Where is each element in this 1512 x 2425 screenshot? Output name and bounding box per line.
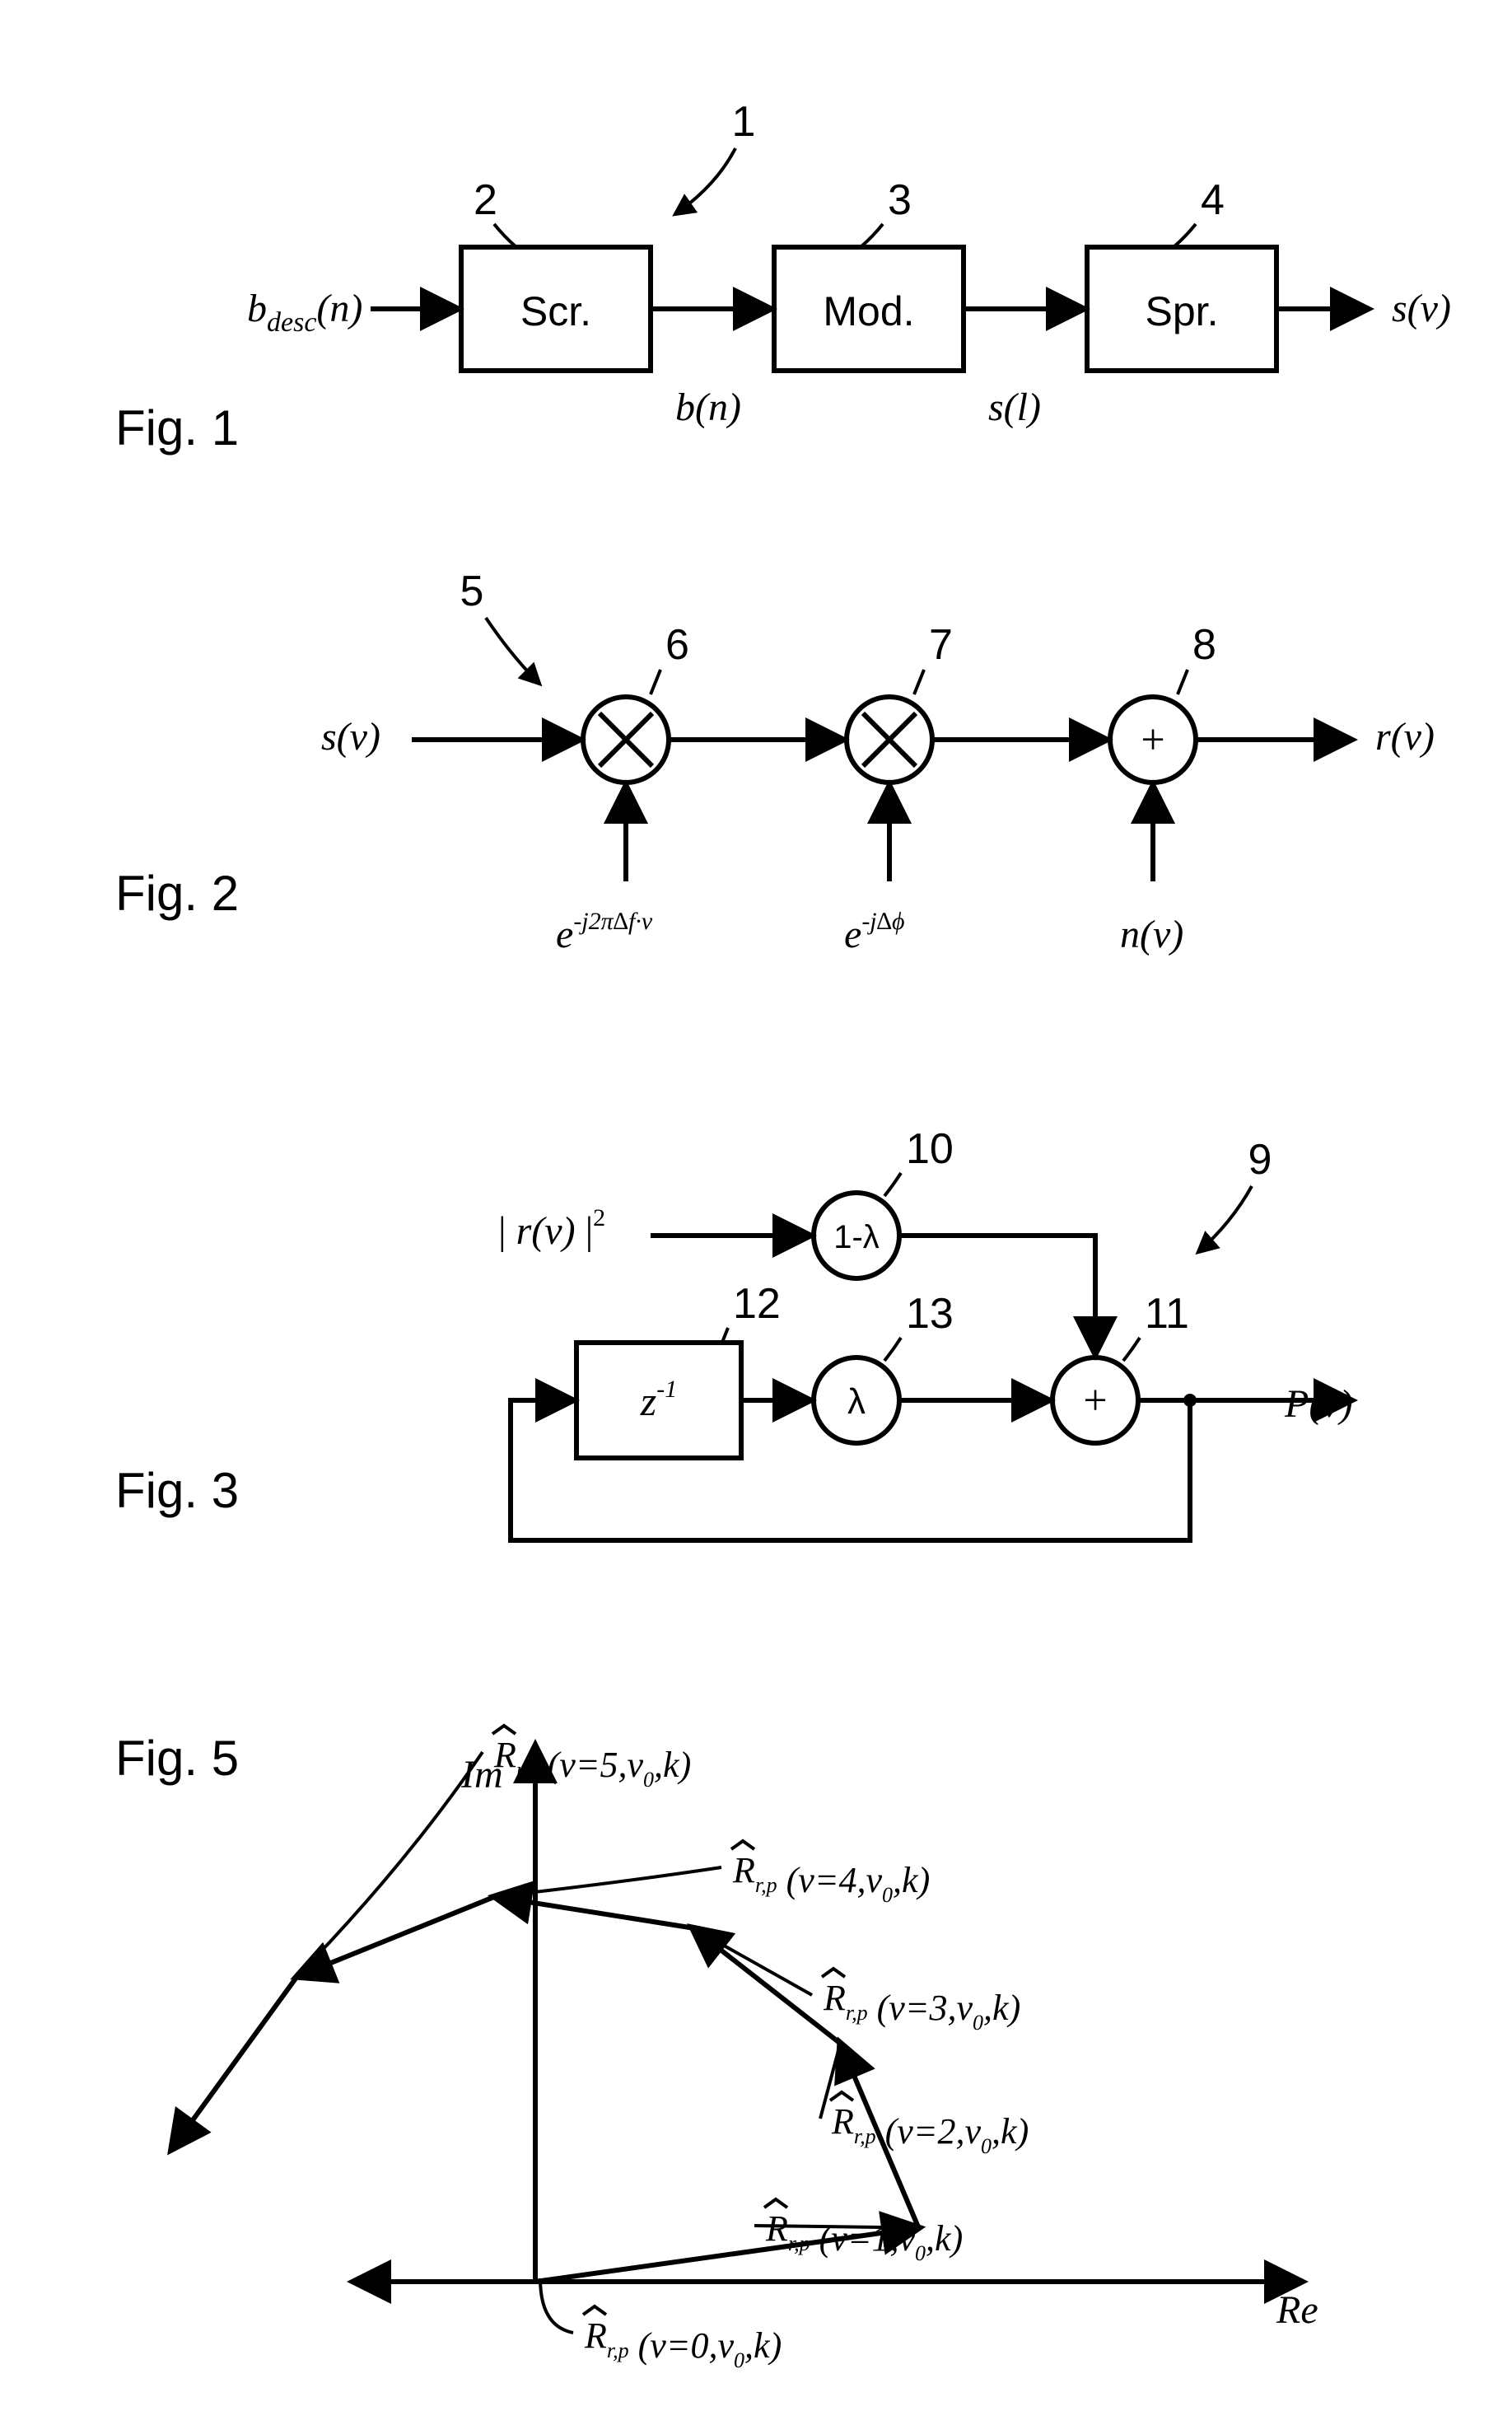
fig2-in2-label: e-j∆ϕ (844, 908, 905, 956)
ref-10: 10 (906, 1125, 954, 1173)
fig3-label: Fig. 3 (115, 1462, 239, 1519)
phasor-label-v1: Rr,p (v=1,v0,k) (765, 2208, 963, 2265)
axis-re-label: Re (1276, 2288, 1318, 2332)
block-spr: Spr. 4 (1087, 176, 1276, 371)
fig1: Scr. 2 Mod. 3 Spr. 4 1 bdesc(n) s(v) (247, 98, 1451, 429)
fig5: Re Im Rr,p (v=0,v0,k)Rr,p (v=1,v0,k)Rr,p… (171, 1726, 1318, 2372)
page-root: Scr. 2 Mod. 3 Spr. 4 1 bdesc(n) s(v) (0, 0, 1512, 2425)
ref-1: 1 (732, 98, 756, 146)
ref-6: 6 (665, 621, 689, 669)
phasor-label-v3: Rr,p (v=3,v0,k) (823, 1978, 1020, 2035)
fig3-output: P(v) (1284, 1382, 1353, 1426)
fig1-label: Fig. 1 (115, 399, 239, 456)
node-1-minus-lambda: 1-λ 10 (814, 1125, 954, 1278)
svg-text:1-λ: 1-λ (833, 1219, 880, 1255)
phasor-label-v2: Rr,p (v=2,v0,k) (831, 2101, 1029, 2158)
phasor-arc (171, 1897, 918, 2282)
block-scr: Scr. 2 (461, 176, 651, 371)
ref-11: 11 (1145, 1290, 1189, 1338)
fig3: 9 1-λ 10 + 11 λ 13 z-1 (498, 1125, 1353, 1540)
node-sum: + 11 (1052, 1290, 1189, 1443)
fig2-in1-label: e-j2π∆f·v (556, 908, 653, 956)
fig2-input: s(v) (321, 715, 380, 759)
ref-7: 7 (929, 621, 953, 669)
block-delay: z-1 12 (576, 1280, 781, 1458)
ref-13: 13 (906, 1290, 954, 1338)
block-scr-label: Scr. (520, 288, 591, 334)
fig5-label: Fig. 5 (115, 1730, 239, 1787)
fig1-input: bdesc(n) (247, 287, 362, 338)
fig1-mid-sl: s(l) (988, 385, 1041, 429)
svg-text:+: + (1141, 717, 1164, 764)
block-mod-label: Mod. (823, 288, 914, 334)
ref-9: 9 (1248, 1136, 1272, 1184)
fig2-in3-label: n(v) (1120, 913, 1183, 956)
block-spr-label: Spr. (1146, 288, 1219, 334)
fig1-output: s(v) (1392, 287, 1451, 330)
node-lambda: λ 13 (814, 1290, 954, 1443)
diagram-canvas: Scr. 2 Mod. 3 Spr. 4 1 bdesc(n) s(v) (0, 0, 1512, 2425)
node-mul1: 6 (583, 621, 689, 783)
fig3-input: | r(v) |2 (498, 1204, 605, 1253)
fig2: 5 6 7 + 8 (321, 568, 1435, 956)
node-add: + 8 (1110, 621, 1216, 783)
node-mul2: 7 (847, 621, 953, 783)
phasor-label-v5: Rr,p (v=5,v0,k) (493, 1735, 691, 1792)
svg-text:λ: λ (847, 1381, 866, 1422)
ref-12: 12 (733, 1280, 781, 1328)
phasor-label-v4: Rr,p (v=4,v0,k) (732, 1850, 930, 1907)
fig2-label: Fig. 2 (115, 865, 239, 922)
svg-text:z-1: z-1 (640, 1376, 677, 1424)
ref-4: 4 (1201, 176, 1225, 224)
block-mod: Mod. 3 (774, 176, 964, 371)
ref-2: 2 (474, 176, 497, 224)
ref-8: 8 (1192, 621, 1216, 669)
fig1-mid-bn: b(n) (675, 385, 741, 429)
fig2-output: r(v) (1375, 715, 1435, 759)
phasor-label-v0: Rr,p (v=0,v0,k) (584, 2315, 782, 2372)
ref-3: 3 (888, 176, 912, 224)
svg-text:+: + (1083, 1377, 1107, 1424)
ref-5: 5 (460, 568, 484, 615)
